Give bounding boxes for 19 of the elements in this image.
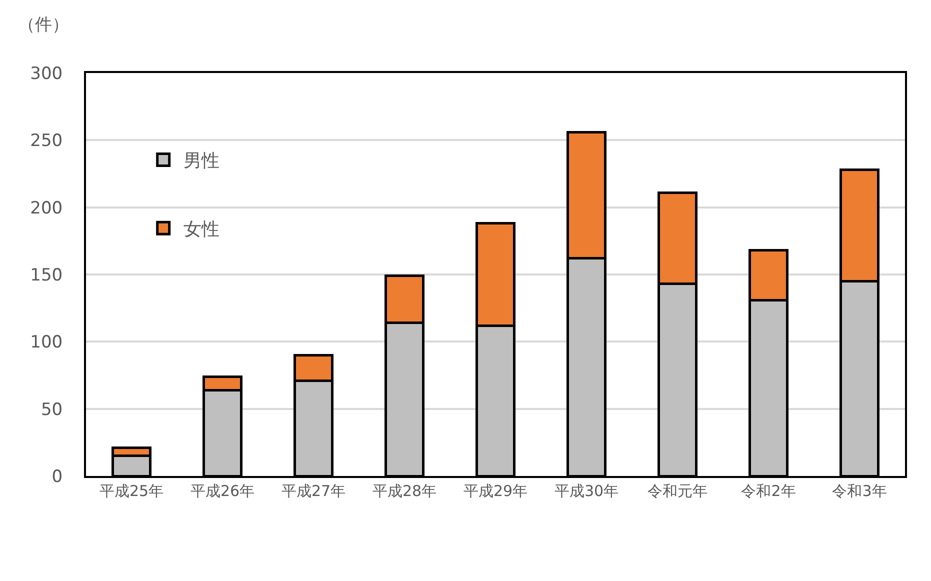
x-tick-label: 平成29年 [463,482,528,500]
x-tick-label: 平成25年 [99,482,164,500]
y-tick-label: 300 [30,64,63,84]
y-tick-label: 50 [40,400,63,420]
x-tick-label: 平成27年 [281,482,346,500]
y-tick-label: 0 [52,466,63,487]
x-tick-label: 令和3年 [832,482,887,500]
x-tick-label: 令和2年 [741,482,796,500]
y-tick-label: 250 [30,131,63,152]
x-tick-label: 令和元年 [648,482,708,500]
x-tick-label: 平成30年 [554,482,619,500]
y-axis-title: （件） [18,15,69,35]
legend-label: 男性 [183,150,220,172]
legend-label: 女性 [183,219,220,240]
y-tick-label: 150 [30,265,63,286]
x-tick-label: 平成26年 [190,482,255,500]
x-tick-label: 平成28年 [372,482,437,500]
y-tick-label: 200 [30,198,63,218]
y-tick-label: 100 [30,332,63,353]
